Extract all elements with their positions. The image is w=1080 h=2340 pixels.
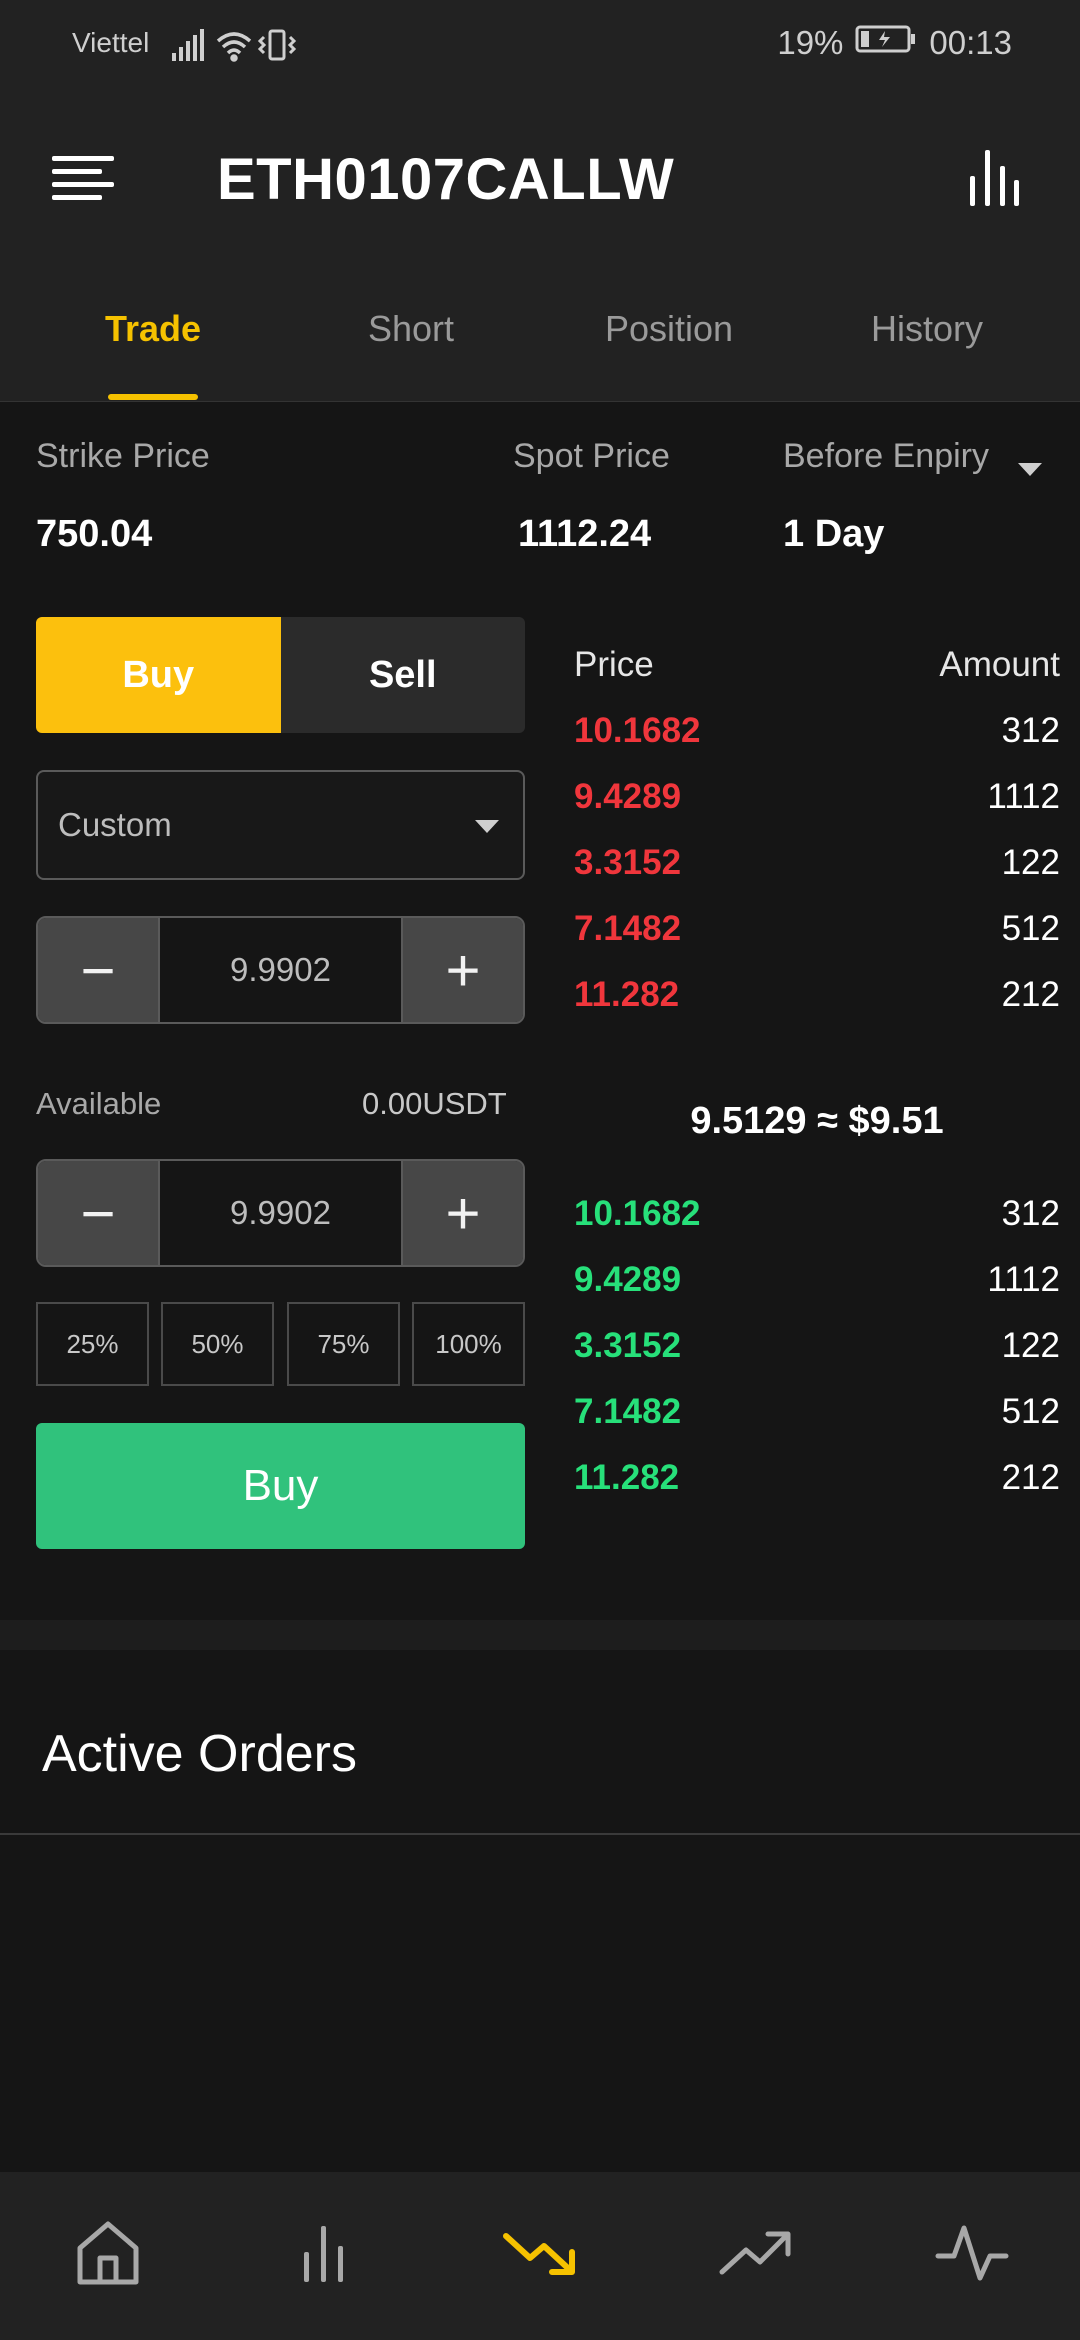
active-orders-title: Active Orders [42, 1725, 357, 1783]
price-decrement-button[interactable]: − [38, 918, 158, 1022]
ask-row[interactable]: 3.3152 122 [574, 843, 1060, 909]
price-increment-button[interactable]: + [403, 918, 523, 1022]
status-right: 19% 00:13 [777, 24, 1012, 62]
bid-row[interactable]: 7.1482 512 [574, 1392, 1060, 1458]
app-header [0, 90, 1080, 268]
percent-100-button[interactable]: 100% [412, 1302, 525, 1386]
percent-50-button[interactable]: 50% [161, 1302, 274, 1386]
ask-price: 9.4289 [574, 777, 682, 816]
buy-toggle-button[interactable]: Buy [36, 617, 281, 733]
bid-row[interactable]: 11.282 212 [574, 1458, 1060, 1524]
trend-down-icon[interactable] [500, 2212, 580, 2292]
bar-chart-icon[interactable] [284, 2212, 364, 2292]
spot-price-value: 1112.24 [518, 513, 652, 555]
ask-row[interactable]: 7.1482 512 [574, 909, 1060, 975]
tab-trade[interactable]: Trade [104, 308, 202, 349]
tab-position[interactable]: Position [604, 308, 734, 349]
vibrate-icon [257, 29, 297, 61]
trend-up-icon[interactable] [716, 2212, 796, 2292]
available-value: 0.00USDT [362, 1086, 507, 1121]
carrier-name: Viettel [72, 27, 150, 58]
menu-icon[interactable] [52, 156, 116, 200]
order-type-value: Custom [58, 806, 172, 843]
ask-amount: 1112 [987, 777, 1060, 816]
percent-25-button[interactable]: 25% [36, 1302, 149, 1386]
bid-amount: 312 [1001, 1194, 1060, 1233]
ask-amount: 312 [1001, 711, 1060, 750]
ask-amount: 512 [1001, 909, 1060, 948]
strike-price-value: 750.04 [36, 513, 153, 555]
side-toggle: Buy Sell [36, 617, 525, 733]
bid-row[interactable]: 3.3152 122 [574, 1326, 1060, 1392]
bid-amount: 512 [1001, 1392, 1060, 1431]
page-title: ETH0107CALLW [217, 147, 675, 212]
ask-row[interactable]: 10.1682 312 [574, 711, 1060, 777]
ask-amount: 212 [1001, 975, 1060, 1014]
expiry-value: 1 Day [783, 513, 885, 555]
bid-row[interactable]: 9.4289 1112 [574, 1260, 1060, 1326]
section-divider [0, 1620, 1080, 1650]
signal-icons [170, 25, 310, 70]
expiry-dropdown-caret-icon[interactable] [1018, 463, 1042, 476]
orderbook-amount-header: Amount [939, 645, 1060, 684]
available-label: Available [36, 1086, 162, 1121]
signal-icon [172, 29, 204, 61]
divider [0, 1833, 1080, 1835]
ask-price: 7.1482 [574, 909, 682, 948]
tab-bar: Trade Short Position History [0, 268, 1080, 402]
orderbook-price-header: Price [574, 645, 654, 684]
ask-price: 11.282 [574, 975, 680, 1014]
bid-amount: 122 [1001, 1326, 1060, 1365]
bid-price: 3.3152 [574, 1326, 682, 1365]
strike-price-label: Strike Price [36, 437, 210, 475]
battery-percent: 19% [777, 24, 844, 61]
bid-price: 7.1482 [574, 1392, 682, 1431]
bid-row[interactable]: 10.1682 312 [574, 1194, 1060, 1260]
order-type-select[interactable]: Custom [36, 770, 525, 880]
submit-buy-button[interactable]: Buy [36, 1423, 525, 1549]
clock: 00:13 [929, 24, 1012, 61]
amount-stepper: − 9.9902 + [36, 1159, 525, 1267]
bar-chart-icon[interactable] [968, 148, 1020, 206]
ask-price: 3.3152 [574, 843, 682, 882]
bid-price: 10.1682 [574, 1194, 701, 1233]
bid-amount: 212 [1001, 1458, 1060, 1497]
tab-history[interactable]: History [870, 308, 983, 349]
bid-amount: 1112 [987, 1260, 1060, 1299]
chevron-down-icon [475, 820, 499, 833]
ask-row[interactable]: 9.4289 1112 [574, 777, 1060, 843]
activity-icon[interactable] [932, 2212, 1012, 2292]
bottom-nav [0, 2172, 1080, 2340]
mid-price: 9.5129 ≈ $9.51 [690, 1100, 944, 1142]
ask-row[interactable]: 11.282 212 [574, 975, 1060, 1041]
home-icon[interactable] [68, 2212, 148, 2292]
ask-amount: 122 [1001, 843, 1060, 882]
expiry-label[interactable]: Before Enpiry [783, 437, 989, 475]
wifi-icon [216, 32, 252, 62]
spot-price-label: Spot Price [513, 437, 670, 475]
amount-input[interactable]: 9.9902 [158, 1161, 403, 1265]
tab-short[interactable]: Short [367, 308, 455, 349]
percent-75-button[interactable]: 75% [287, 1302, 400, 1386]
price-stepper: − 9.9902 + [36, 916, 525, 1024]
bid-price: 11.282 [574, 1458, 680, 1497]
sell-toggle-button[interactable]: Sell [280, 617, 525, 733]
amount-decrement-button[interactable]: − [38, 1161, 158, 1265]
price-input[interactable]: 9.9902 [158, 918, 403, 1022]
amount-increment-button[interactable]: + [403, 1161, 523, 1265]
status-bar [0, 0, 1080, 90]
bid-price: 9.4289 [574, 1260, 682, 1299]
ask-price: 10.1682 [574, 711, 701, 750]
active-tab-indicator [108, 394, 198, 400]
battery-icon [855, 24, 917, 62]
